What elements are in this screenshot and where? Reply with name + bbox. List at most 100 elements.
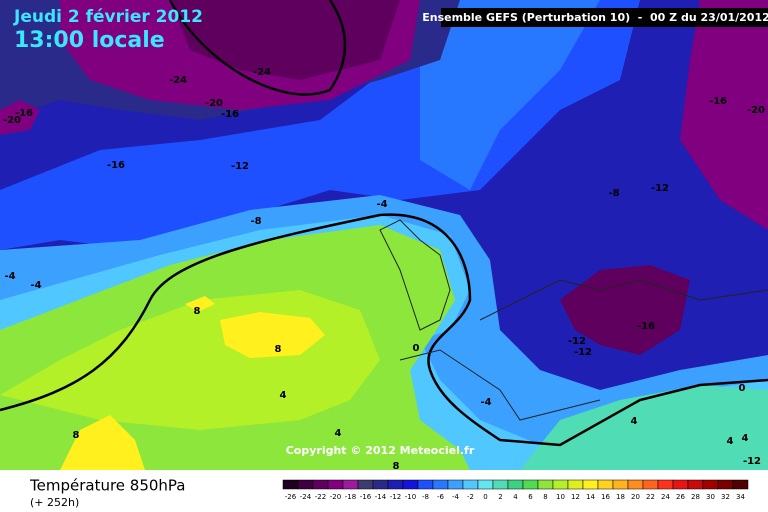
scale-swatch — [402, 479, 419, 490]
contour-label: 4 — [742, 433, 749, 444]
scale-swatch — [372, 479, 389, 490]
scale-swatch — [567, 479, 584, 490]
footer — [0, 470, 768, 512]
scale-swatch — [477, 479, 494, 490]
scale-label: -4 — [452, 493, 460, 501]
scale-swatch — [537, 479, 554, 490]
scale-label: 4 — [513, 493, 518, 501]
scale-swatch — [612, 479, 629, 490]
contour-label: -12 — [574, 347, 592, 358]
contour-label: 8 — [393, 461, 400, 472]
scale-swatch — [357, 479, 374, 490]
contour-label: 8 — [73, 430, 80, 441]
contour-label: -20 — [3, 115, 21, 126]
scale-label: -14 — [375, 493, 387, 501]
scale-swatch — [657, 479, 674, 490]
copyright: Copyright © 2012 Meteociel.fr — [286, 444, 475, 457]
scale-swatch — [327, 479, 344, 490]
scale-label: 10 — [556, 493, 565, 501]
model-box — [441, 8, 768, 27]
scale-label: -2 — [467, 493, 474, 501]
contour-label: -4 — [4, 271, 15, 282]
scale-swatch — [312, 479, 329, 490]
scale-label: -24 — [300, 493, 312, 501]
scale-swatch — [522, 479, 539, 490]
contour-label: -4 — [480, 397, 491, 408]
scale-label: 24 — [661, 493, 670, 501]
scale-label: -8 — [422, 493, 429, 501]
contour-label: -12 — [568, 336, 586, 347]
contour-label: 4 — [727, 436, 734, 447]
scale-swatch — [627, 479, 644, 490]
scale-label: 6 — [528, 493, 533, 501]
scale-swatch — [582, 479, 599, 490]
contour-label: -8 — [250, 216, 261, 227]
contour-labels: -24-24-20-16-16-20-16 -12-8-4-4-4-8 -12-16… — [3, 67, 765, 472]
scale-label: -22 — [315, 493, 326, 501]
scale-swatch — [492, 479, 509, 490]
scale-swatch — [687, 479, 704, 490]
date-heading: Jeudi 2 février 2012 — [13, 7, 203, 27]
time-heading: 13:00 locale — [14, 28, 165, 53]
scale-label: 18 — [616, 493, 625, 501]
scale-label: 8 — [543, 493, 547, 501]
model-info: Ensemble GEFS (Perturbation 10) - 00 Z d… — [422, 11, 768, 24]
scale-label: -6 — [437, 493, 445, 501]
scale-swatch — [387, 479, 404, 490]
scale-label: 12 — [571, 493, 580, 501]
contour-label: -24 — [169, 75, 187, 86]
scale-label: 28 — [691, 493, 700, 501]
contour-label: -8 — [608, 188, 619, 199]
contour-label: -20 — [205, 98, 223, 109]
scale-label: 16 — [601, 493, 610, 501]
contour-label: 8 — [194, 306, 201, 317]
scale-swatch — [417, 479, 434, 490]
contour-label: -12 — [651, 183, 669, 194]
scale-swatch — [702, 479, 719, 490]
scale-label: 34 — [736, 493, 745, 501]
contour-label: -12 — [231, 161, 249, 172]
scale-swatch — [297, 479, 314, 490]
contour-label: -12 — [743, 456, 761, 467]
contour-label: -16 — [637, 321, 655, 332]
scale-swatch — [642, 479, 659, 490]
scale-swatch — [717, 479, 734, 490]
scale-label: -26 — [285, 493, 297, 501]
scale-label: 22 — [646, 493, 655, 501]
scale-label: 14 — [586, 493, 595, 501]
scale-label: 26 — [676, 493, 685, 501]
scale-label: 30 — [706, 493, 715, 501]
contour-label: -16 — [15, 108, 33, 119]
scale-swatch — [462, 479, 479, 490]
scale-label: -12 — [390, 493, 401, 501]
contour-label: -16 — [221, 109, 239, 120]
scale-label: 20 — [631, 493, 640, 501]
contour-label: -24 — [253, 67, 271, 78]
scale-swatch — [447, 479, 464, 490]
contour-label: -4 — [376, 199, 387, 210]
contour-label: -16 — [107, 160, 125, 171]
scale-swatch — [432, 479, 449, 490]
scale-label: 2 — [498, 493, 502, 501]
scale-swatch — [507, 479, 524, 490]
scale-swatch — [672, 479, 689, 490]
contour-label: 8 — [275, 344, 282, 355]
scale-label: -18 — [345, 493, 356, 501]
contour-label: 0 — [413, 343, 420, 354]
scale-label: 0 — [483, 493, 487, 501]
contour-label: 0 — [739, 383, 746, 394]
scale-label: 32 — [721, 493, 730, 501]
contour-label: -16 — [709, 96, 727, 107]
contour-label: 4 — [280, 390, 287, 401]
scale-label: -20 — [330, 493, 341, 501]
scale-swatch — [282, 479, 299, 490]
contour-label: -20 — [747, 105, 765, 116]
scale-swatch — [342, 479, 359, 490]
scale-swatch — [732, 479, 749, 490]
contour-label: 4 — [631, 416, 638, 427]
scale-label: -16 — [360, 493, 372, 501]
scale-swatch — [597, 479, 614, 490]
map-background — [0, 0, 768, 470]
